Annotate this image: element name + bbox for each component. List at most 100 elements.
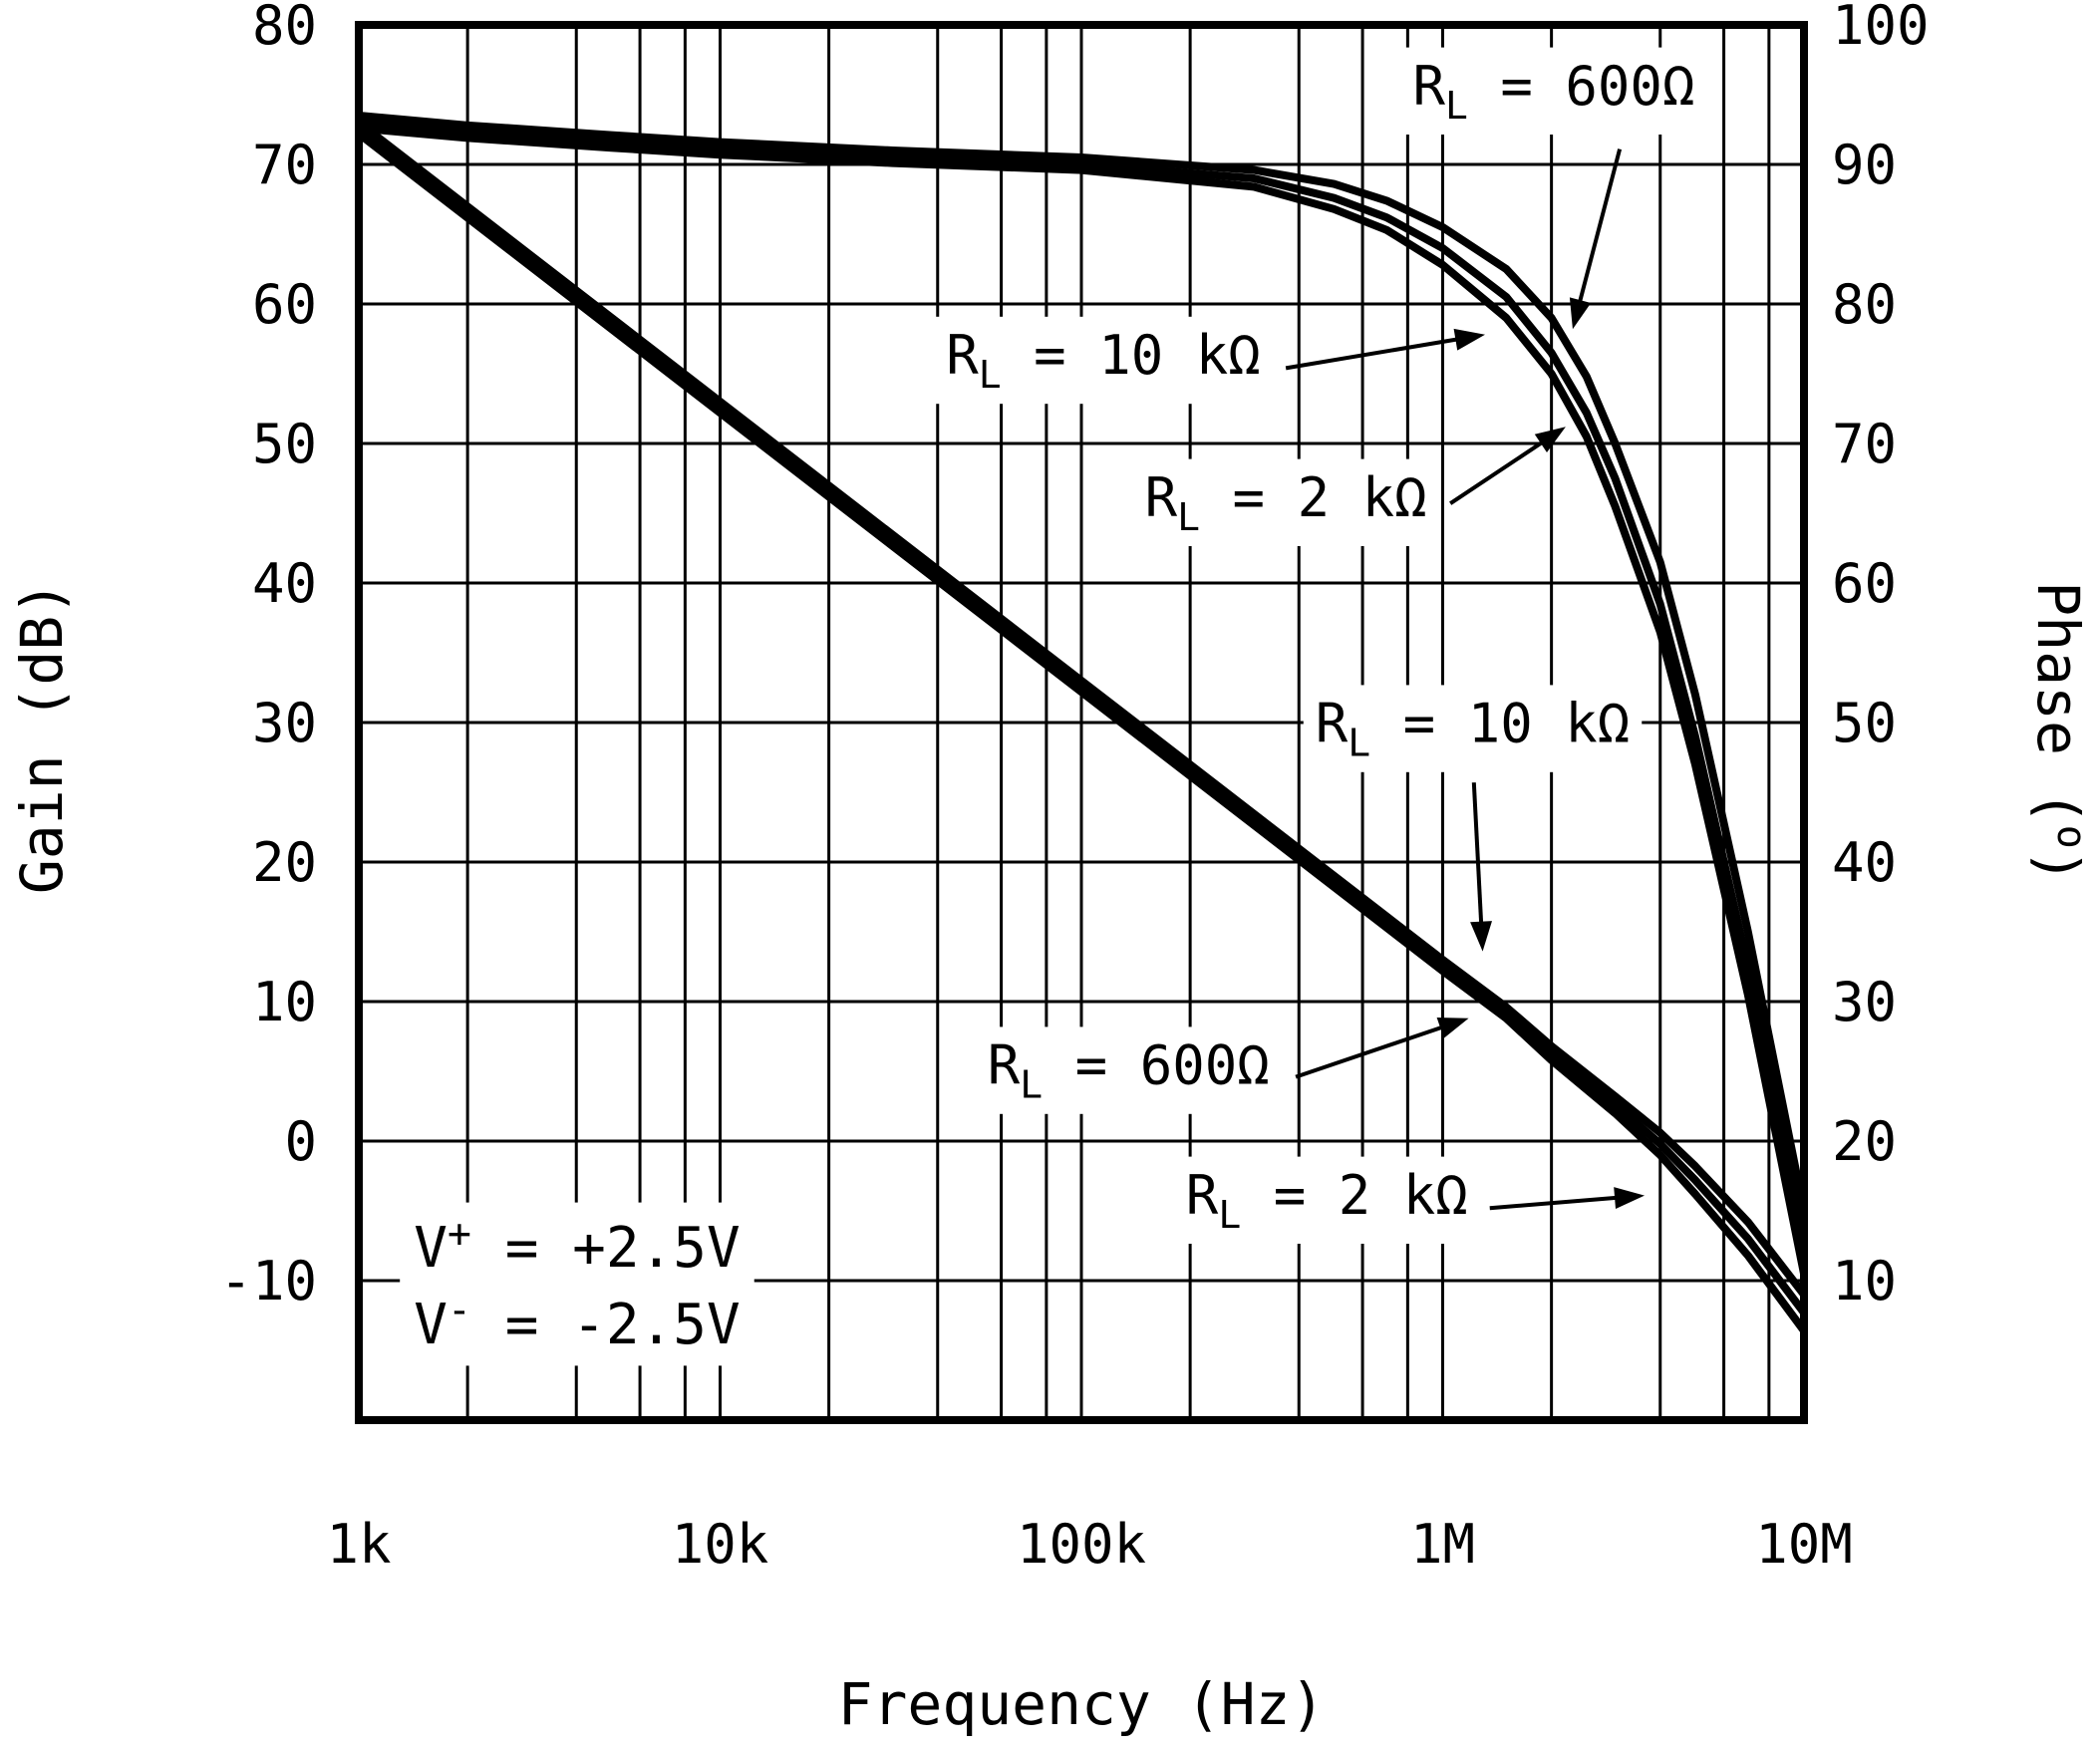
annotation-label-post: = 10 kΩ [1370,693,1630,755]
curve-phase-rl-10-kohm [355,119,1808,1250]
annotation-label-pre: R [988,1034,1021,1097]
y-right-tick-label: 60 [1832,552,1897,615]
y-right-title-close: ) [2024,849,2092,884]
condition-superscript: + [448,1211,471,1257]
x-tick-label: 100k [1017,1513,1146,1576]
y-right-tick-label: 10 [1832,1250,1897,1313]
y-left-tick-label: 40 [252,552,317,615]
condition-superscript: - [448,1288,471,1333]
y-right-tick-label: 90 [1832,134,1897,196]
y-left-tick-label: 20 [252,831,317,894]
y-left-tick-label: 0 [284,1110,317,1173]
y-left-tick-label: 10 [252,971,317,1033]
annotation-label: RL = 2 kΩ [1145,466,1427,539]
annotation-label-post: = 10 kΩ [1002,324,1261,387]
curve-gain-rl-10-kohm [355,119,1808,1299]
condition-post: = -2.5V [471,1293,741,1357]
annotation-label: RL = 10 kΩ [1316,693,1631,765]
y-left-tick-label: 60 [252,273,317,336]
annotation-label-pre: R [1186,1164,1219,1227]
x-tick-label: 10k [672,1513,769,1576]
label-background [1173,1156,1480,1245]
y-right-axis-title: Phase (o) [2024,581,2094,883]
label-background [400,1202,754,1366]
label-background [975,1026,1282,1114]
condition-post: = +2.5V [471,1216,741,1281]
label-background [934,316,1273,405]
degree-superscript: o [2048,825,2094,849]
curve-gain-rl-600-ohm [355,130,1808,1335]
y-right-tick-label: 70 [1832,413,1897,475]
annotation-label-post: = 600Ω [1043,1034,1270,1097]
y-left-tick-label: 50 [252,413,317,475]
annotation-arrow-line [1295,1022,1450,1079]
condition-pre: V [414,1216,448,1281]
annotation-label-pre: R [946,324,979,387]
x-tick-label: 1M [1410,1513,1475,1576]
annotation-arrowhead-icon [1614,1187,1646,1209]
curve-phase-rl-600-ohm [355,112,1808,1215]
y-left-tick-label: 80 [252,0,317,57]
annotation-1: RL = 10 kΩ [934,316,1486,405]
y-right-tick-label: 40 [1832,831,1897,894]
y-right-tick-labels: 100 90 80 70 60 50 40 30 20 10 [1832,0,1930,1313]
y-left-tick-labels: 80 70 60 50 40 30 20 10 0 -10 [219,0,317,1313]
y-left-tick-label: -10 [219,1250,317,1313]
annotation-2: RL = 2 kΩ [1132,427,1566,546]
x-tick-label: 1k [326,1513,391,1576]
annotation-label-post: = 2 kΩ [1241,1164,1468,1227]
annotation-arrowhead-icon [1436,1018,1469,1038]
annotation-arrow-line [1576,148,1623,310]
annotation-arrow-line [1471,782,1484,931]
x-tick-labels: 1k 10k 100k 1M 10M [326,1513,1852,1576]
condition-pre: V [414,1293,448,1357]
annotation-arrowhead-icon [1534,427,1566,452]
label-background [1400,47,1707,135]
annotation-3: RL = 10 kΩ [1303,685,1643,952]
annotation-label-sub: L [1177,495,1200,539]
annotation-label-sub: L [1020,1063,1043,1107]
annotation-label-sub: L [979,353,1002,397]
annotation-label-sub: L [1348,722,1370,765]
label-background [1132,458,1439,546]
annotation-arrow-line [1449,437,1550,505]
y-right-tick-label: 80 [1832,273,1897,336]
curve-gain-rl-2-kohm [355,124,1808,1317]
y-right-tick-label: 20 [1832,1110,1897,1173]
x-tick-label: 10M [1755,1513,1853,1576]
y-right-tick-label: 30 [1832,971,1897,1033]
annotation-arrowhead-icon [1569,297,1592,330]
plot-border [355,21,1808,1424]
annotation-label-post: = 2 kΩ [1200,466,1427,529]
y-left-axis-title: Gain (dB) [8,581,76,894]
condition-line: V- = -2.5V [414,1288,741,1357]
y-right-tick-label: 100 [1832,0,1930,57]
annotation-label-pre: R [1145,466,1178,529]
annotation-label: RL = 600Ω [1412,55,1694,128]
annotation-label: RL = 2 kΩ [1186,1164,1468,1237]
annotation-label-sub: L [1445,84,1468,128]
annotation-arrow-line [1285,336,1465,371]
annotation-label-sub: L [1218,1193,1241,1237]
annotation-label: RL = 10 kΩ [946,324,1261,397]
conditions-inset: V+ = +2.5VV- = -2.5V [400,1202,754,1366]
y-right-tick-label: 50 [1832,692,1897,754]
annotation-label-pre: R [1316,693,1349,755]
curve-phase-rl-2-kohm [355,124,1808,1278]
x-axis-title: Frequency (Hz) [838,1670,1326,1738]
curves [355,112,1808,1335]
annotation-arrow-line [1489,1195,1625,1211]
label-background [1303,685,1643,772]
annotation-label: RL = 600Ω [988,1034,1270,1107]
annotation-arrowhead-icon [1453,328,1486,351]
annotation-4: RL = 600Ω [975,1018,1469,1114]
y-left-tick-label: 70 [252,134,317,196]
y-left-tick-label: 30 [252,692,317,754]
condition-line: V+ = +2.5V [414,1211,741,1281]
annotation-label-pre: R [1412,55,1445,118]
annotation-0: RL = 600Ω [1400,47,1707,330]
annotation-5: RL = 2 kΩ [1173,1156,1646,1245]
annotation-arrowhead-icon [1470,921,1492,952]
